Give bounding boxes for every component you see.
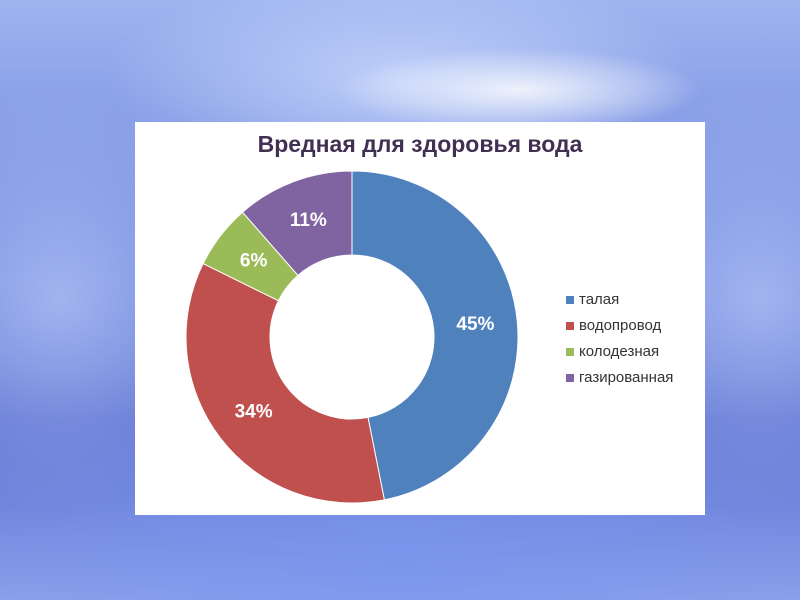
legend-label: колодезная — [579, 343, 659, 360]
data-label: 11% — [290, 210, 327, 231]
data-label: 45% — [456, 314, 494, 335]
legend-swatch — [566, 322, 574, 330]
donut-segment — [185, 262, 385, 504]
data-label: 6% — [240, 251, 268, 272]
donut-segment — [351, 170, 519, 501]
chart-title: Вредная для здоровья вода — [258, 131, 583, 157]
legend-label: водопровод — [579, 317, 662, 334]
donut-segment — [241, 170, 353, 277]
legend-swatch — [566, 296, 574, 304]
legend-label: газированная — [579, 369, 673, 386]
data-label: 34% — [235, 402, 273, 423]
legend-swatch — [566, 348, 574, 356]
legend-swatch — [566, 374, 574, 382]
legend-label: талая — [579, 291, 619, 308]
